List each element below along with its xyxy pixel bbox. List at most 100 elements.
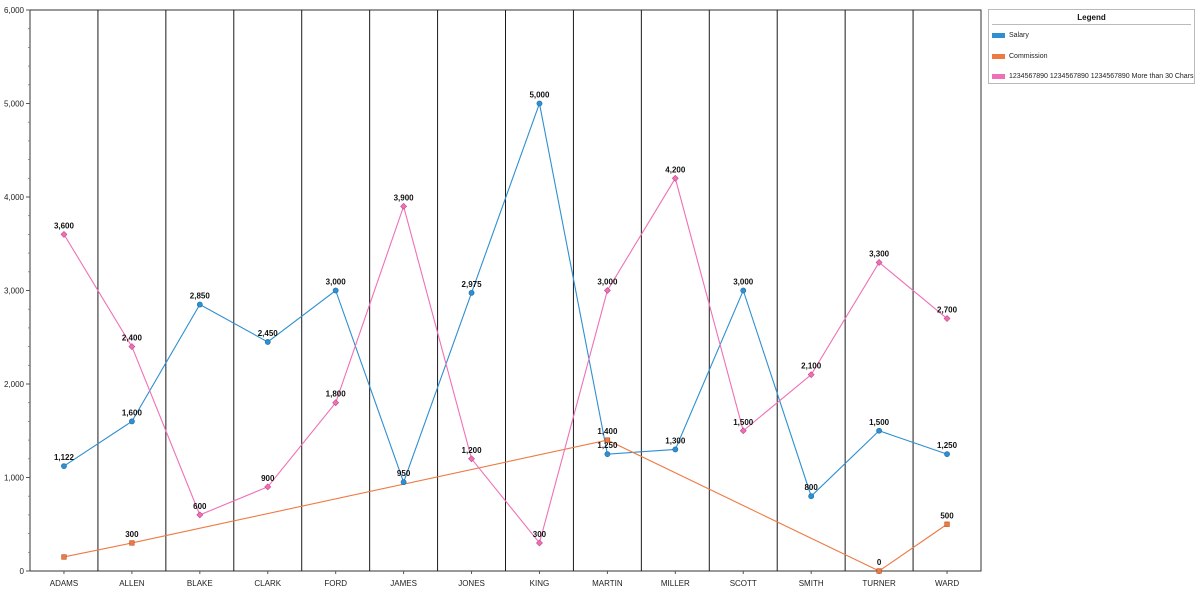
legend-swatch	[992, 32, 1005, 38]
data-point	[604, 451, 611, 458]
data-label: 2,700	[937, 306, 958, 315]
legend-swatch	[992, 73, 1005, 79]
data-label: 1,600	[122, 408, 143, 417]
x-tick-label: JAMES	[390, 579, 417, 588]
data-label: 3,000	[733, 278, 754, 287]
data-point	[128, 418, 135, 425]
data-point	[604, 437, 610, 443]
data-label: 900	[261, 474, 275, 483]
data-label: 1,800	[326, 390, 347, 399]
y-tick-label: 5,000	[4, 100, 25, 109]
data-label: 300	[125, 530, 139, 539]
x-tick-label: ADAMS	[50, 579, 78, 588]
data-point	[740, 287, 747, 294]
series-line-0	[63, 101, 948, 498]
legend-label: Commission	[1009, 52, 1048, 60]
y-tick-label: 2,000	[4, 380, 25, 389]
data-point	[943, 315, 951, 322]
data-point	[944, 451, 950, 458]
x-tick-label: WARD	[935, 579, 959, 588]
data-point	[264, 339, 271, 345]
data-point	[60, 230, 68, 238]
data-label: 3,000	[326, 278, 347, 287]
x-tick-label: SCOTT	[730, 579, 757, 588]
data-point	[128, 343, 136, 351]
data-label: 950	[397, 469, 411, 478]
x-tick-label: ALLEN	[119, 579, 145, 588]
data-label: 0	[877, 558, 882, 567]
legend-label: Salary	[1009, 31, 1029, 39]
legend-item-long-series: 1234567890 1234567890 1234567890 More th…	[992, 71, 1194, 81]
chart-legend: Legend Salary Commission 1234567890 1234…	[988, 9, 1195, 84]
x-tick-label: TURNER	[862, 579, 896, 588]
data-point	[129, 540, 135, 546]
data-point	[875, 259, 883, 266]
x-tick-label: JONES	[458, 579, 485, 588]
legend-label: 1234567890 1234567890 1234567890 More th…	[1009, 72, 1194, 80]
x-tick-label: MARTIN	[592, 579, 623, 588]
x-tick-label: BLAKE	[187, 579, 213, 588]
data-point	[468, 289, 475, 296]
y-tick-label: 4,000	[4, 193, 25, 202]
data-point	[468, 455, 475, 463]
data-point	[400, 479, 407, 486]
data-point	[332, 399, 340, 407]
y-tick-label: 0	[20, 567, 25, 576]
series-line-2	[63, 176, 948, 545]
data-label: 2,975	[462, 280, 483, 289]
legend-title: Legend	[1077, 13, 1106, 22]
data-label: 800	[804, 483, 818, 492]
data-label: 4,200	[665, 165, 686, 174]
data-point	[536, 100, 543, 107]
data-label: 5,000	[529, 91, 550, 100]
data-label: 1,500	[733, 418, 754, 427]
data-label: 500	[940, 511, 954, 520]
data-label: 2,100	[801, 362, 822, 371]
data-label: 1,300	[665, 436, 686, 445]
data-point	[536, 539, 543, 547]
data-point	[876, 427, 883, 434]
data-label: 1,250	[597, 441, 618, 450]
data-point	[196, 511, 204, 519]
data-label: 2,850	[190, 292, 211, 301]
data-point	[196, 301, 203, 308]
data-point	[944, 521, 950, 527]
x-tick-label: KING	[530, 579, 550, 588]
x-tick-label: SMITH	[799, 579, 824, 588]
data-point	[264, 483, 272, 491]
data-point	[876, 568, 882, 574]
x-tick-label: MILLER	[661, 579, 690, 588]
data-point	[61, 463, 67, 469]
data-label: 600	[193, 502, 207, 511]
data-label: 1,250	[937, 441, 958, 450]
data-label: 1,400	[597, 427, 618, 436]
data-label: 3,000	[597, 278, 618, 287]
data-point	[61, 554, 67, 560]
data-point	[808, 493, 815, 500]
legend-divider	[992, 24, 1191, 25]
y-tick-label: 3,000	[4, 287, 25, 296]
data-point	[672, 446, 679, 453]
data-label: 2,400	[122, 334, 143, 343]
data-label: 3,900	[394, 193, 415, 202]
data-point	[807, 371, 815, 379]
data-point	[332, 287, 339, 294]
data-point	[671, 174, 679, 182]
data-label: 300	[533, 530, 547, 539]
data-label: 1,122	[54, 453, 75, 462]
data-point	[400, 202, 408, 210]
legend-item-commission: Commission	[992, 51, 1048, 61]
legend-swatch	[992, 53, 1005, 59]
x-tick-label: CLARK	[254, 579, 281, 588]
legend-item-salary: Salary	[992, 30, 1029, 40]
data-label: 1,200	[462, 446, 483, 455]
data-label: 3,600	[54, 221, 75, 230]
data-label: 2,450	[258, 329, 279, 338]
data-label: 3,300	[869, 249, 890, 258]
y-tick-label: 6,000	[4, 6, 25, 15]
x-tick-label: FORD	[324, 579, 347, 588]
data-point	[739, 427, 747, 435]
data-label: 1,500	[869, 418, 890, 427]
data-point	[603, 287, 611, 294]
